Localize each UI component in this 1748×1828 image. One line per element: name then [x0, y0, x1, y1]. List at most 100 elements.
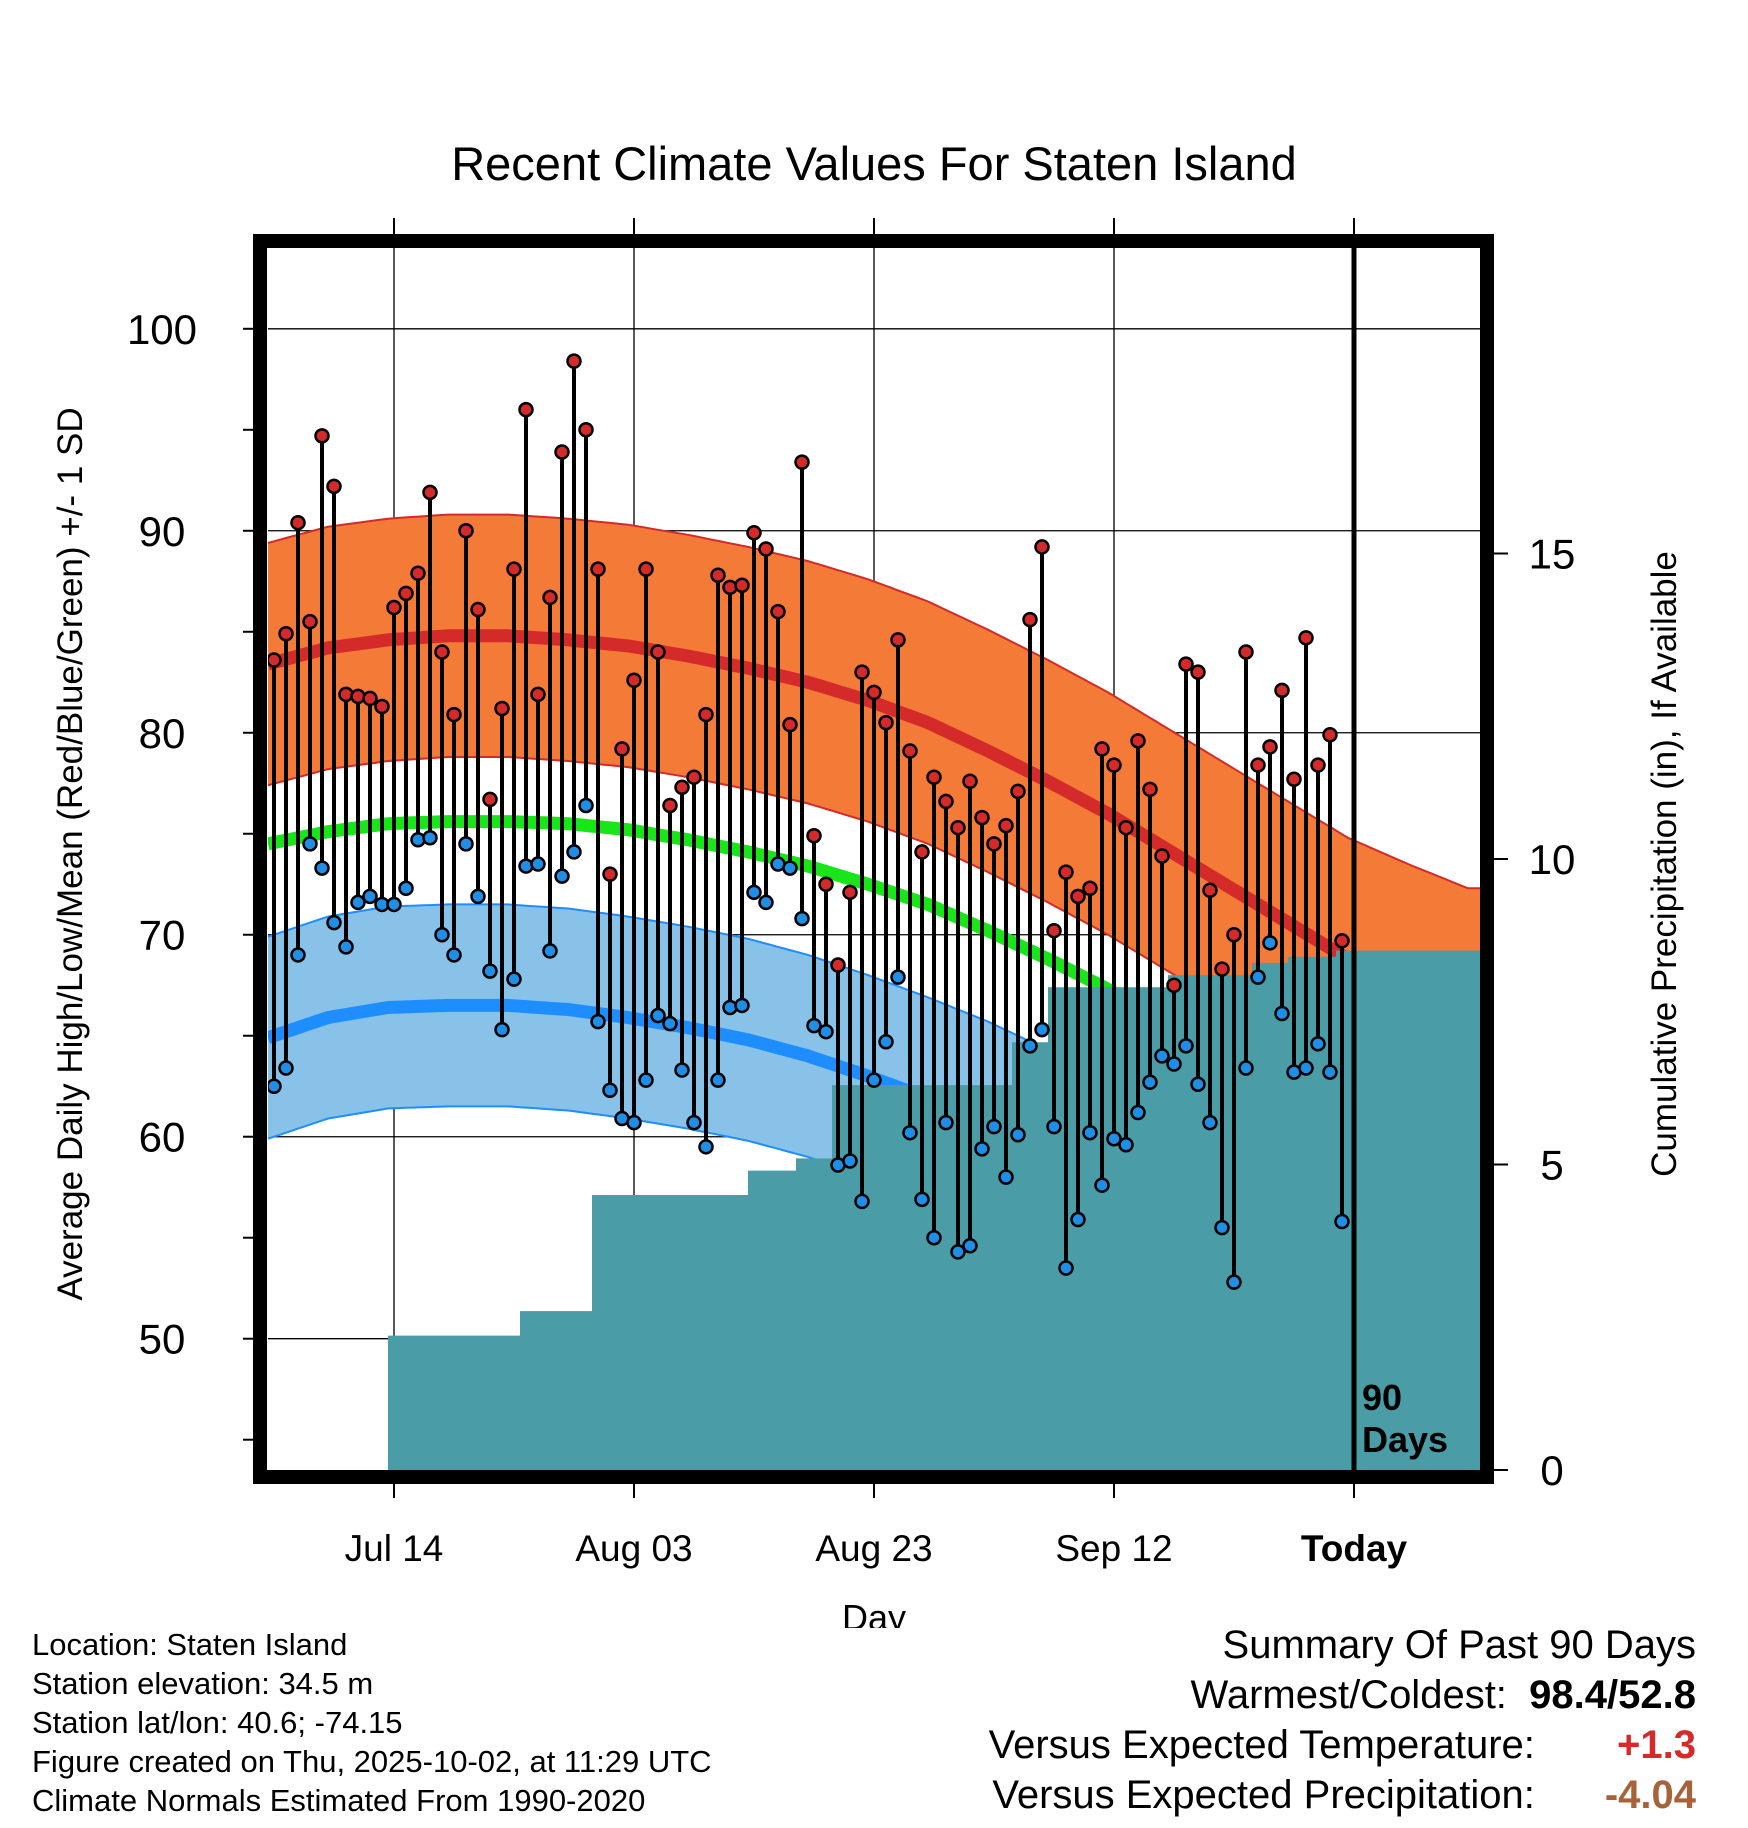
high-point: [1274, 682, 1290, 699]
low-point: [710, 1072, 726, 1088]
low-point: [302, 836, 318, 852]
high-point: [1322, 727, 1338, 743]
low-point: [782, 860, 798, 876]
chart-title: Recent Climate Values For Staten Island: [451, 137, 1297, 190]
high-point: [698, 706, 714, 723]
high-point: [782, 716, 798, 733]
low-point: [1106, 1130, 1122, 1147]
low-point: [506, 971, 522, 987]
high-point: [314, 428, 330, 444]
precip-layer: [268, 950, 1480, 1470]
low-point: [734, 997, 750, 1014]
high-point: [482, 791, 498, 808]
low-point: [1214, 1219, 1230, 1236]
low-point: [278, 1060, 294, 1076]
high-point: [1142, 781, 1158, 798]
high-point: [554, 444, 570, 460]
high-point: [830, 957, 846, 973]
low-point: [974, 1141, 990, 1157]
high-point: [746, 525, 762, 541]
high-point: [638, 561, 654, 577]
low-point: [1178, 1038, 1194, 1054]
low-point: [698, 1139, 714, 1155]
high-point: [1178, 656, 1194, 672]
low-point: [542, 943, 558, 959]
high-point: [1094, 741, 1110, 757]
low-point: [1238, 1060, 1254, 1076]
today-label-unit: Days: [1362, 1419, 1448, 1460]
high-point: [458, 523, 474, 539]
high-point: [1190, 664, 1206, 680]
low-point: [902, 1124, 918, 1141]
low-point: [1070, 1211, 1086, 1228]
high-point: [902, 743, 918, 759]
low-point: [326, 914, 342, 931]
warm-cold-label: Warmest/Coldest:: [1190, 1673, 1507, 1717]
high-point: [974, 809, 990, 826]
low-point: [530, 856, 546, 872]
y-tick-label: 50: [139, 1316, 186, 1363]
low-point: [602, 1082, 618, 1099]
y-tick-label: 90: [139, 508, 186, 555]
low-point: [926, 1229, 942, 1246]
high-point: [626, 672, 642, 688]
high-point: [650, 644, 666, 660]
y2-tick-label: 15: [1529, 531, 1576, 578]
high-point: [386, 599, 402, 616]
high-band-upper-edge: [268, 513, 1480, 890]
high-point: [962, 773, 978, 789]
low-point: [590, 1013, 606, 1030]
low-point: [398, 880, 414, 897]
low-sd-band: [268, 904, 1480, 1470]
high-point: [914, 844, 930, 860]
low-point: [950, 1244, 966, 1260]
low-point: [962, 1238, 978, 1254]
high-point: [542, 589, 558, 606]
low-point: [1022, 1038, 1038, 1054]
y2-tick-label: 10: [1529, 836, 1576, 883]
high-point: [398, 585, 414, 602]
summary-temp: Versus Expected Temperature: +1.3: [989, 1720, 1696, 1770]
precip-label: Versus Expected Precipitation:: [992, 1773, 1535, 1817]
high-point: [602, 866, 618, 882]
low-point: [290, 947, 306, 963]
x-tick-label: Aug 03: [575, 1528, 692, 1569]
low-point: [938, 1114, 954, 1131]
low-point: [268, 1078, 282, 1094]
y-tick-label: 100: [127, 306, 197, 353]
y-axis-label: Average Daily High/Low/Mean (Red/Blue/Gr…: [51, 407, 90, 1300]
low-point: [674, 1062, 690, 1078]
coldest-value: 52.8: [1618, 1673, 1696, 1717]
high-point: [506, 561, 522, 577]
high-point: [1154, 848, 1170, 864]
low-point: [458, 836, 474, 852]
low-point: [566, 844, 582, 860]
y2-tick-label: 5: [1540, 1142, 1563, 1189]
low-point: [1010, 1126, 1026, 1143]
high-point: [614, 741, 630, 757]
axes: 50 60 70 80 90 100 0 5 10 15 Jul 14 Aug 03 Aug 23 Sep…: [127, 218, 1575, 1569]
low-point: [842, 1153, 858, 1169]
high-point: [710, 567, 726, 583]
high-point: [758, 541, 774, 557]
low-point: [746, 884, 762, 901]
low-point: [494, 1021, 510, 1038]
y2-tick-label: 0: [1540, 1447, 1563, 1494]
high-point: [268, 652, 282, 668]
slash-separator: /: [1607, 1673, 1619, 1717]
low-point: [1094, 1177, 1110, 1193]
low-point: [1274, 1005, 1290, 1022]
low-point: [1250, 969, 1266, 985]
low-point: [890, 969, 906, 985]
high-point: [374, 698, 390, 715]
high-point: [1130, 733, 1146, 749]
low-point: [686, 1114, 702, 1131]
low-point: [1118, 1137, 1134, 1153]
low-point: [434, 926, 450, 943]
low-point: [422, 830, 438, 846]
high-point: [1070, 888, 1086, 905]
high-point: [818, 876, 834, 892]
high-point: [1298, 630, 1314, 646]
high-point: [950, 819, 966, 836]
high-point: [518, 401, 534, 418]
